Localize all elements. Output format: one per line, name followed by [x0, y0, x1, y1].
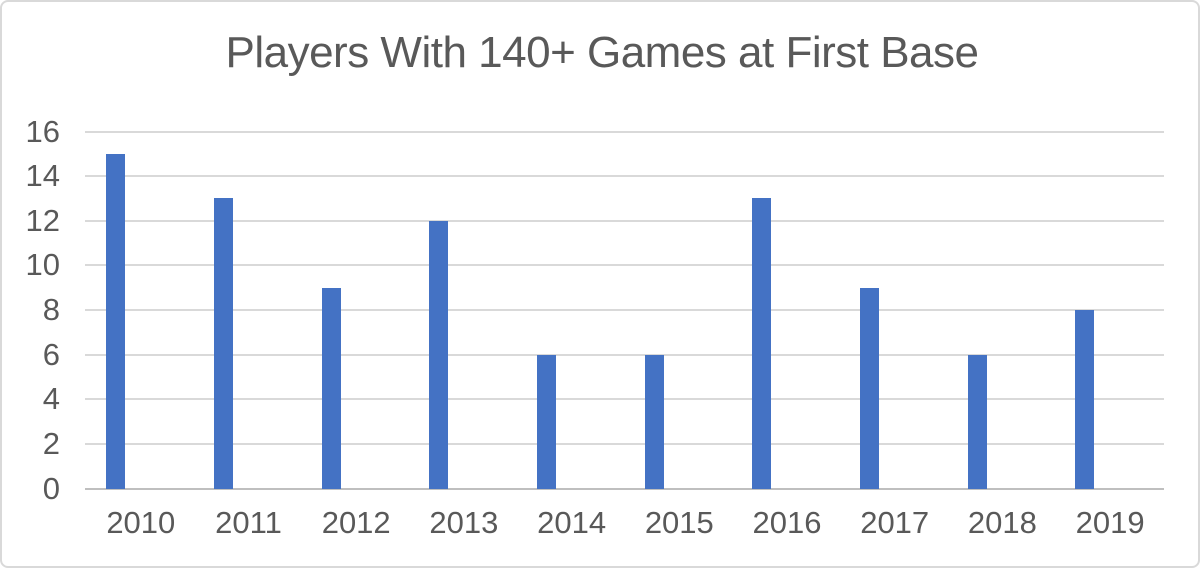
x-axis-line: [85, 487, 1164, 490]
gridline: [85, 175, 1164, 178]
y-axis-tick-label: 4: [42, 381, 60, 417]
x-axis-tick-label: 2015: [644, 505, 714, 540]
gridline: [85, 130, 1164, 133]
chart-title: Players With 140+ Games at First Base: [225, 28, 979, 77]
bar-2019: [1075, 310, 1095, 489]
x-axis-tick-label: 2019: [1075, 505, 1145, 540]
gridline: [85, 219, 1164, 222]
gridline: [85, 442, 1164, 445]
bar-2015: [644, 354, 664, 489]
y-axis-tick-label: 14: [25, 158, 60, 194]
x-axis-tick-label: 2014: [537, 505, 607, 540]
y-axis-tick-label: 6: [42, 336, 60, 372]
bar-2012: [321, 287, 341, 489]
y-axis-tick-label: 0: [42, 470, 60, 506]
y-axis-tick-label: 12: [25, 202, 60, 238]
bar-2011: [213, 198, 233, 489]
x-axis-tick-label: 2013: [429, 505, 499, 540]
x-axis-tick-label: 2012: [321, 505, 391, 540]
y-axis-tick-label: 2: [42, 425, 60, 461]
y-axis-tick-label: 8: [42, 292, 60, 327]
y-axis-tick-label: 10: [25, 247, 60, 283]
x-axis-tick-label: 2016: [752, 505, 822, 540]
y-axis-tick-label: 16: [25, 113, 60, 149]
bar-2013: [429, 220, 449, 489]
gridline: [85, 309, 1164, 311]
gridline: [85, 398, 1164, 401]
gridline: [85, 264, 1164, 267]
bar-2017: [859, 287, 879, 489]
x-axis-tick-label: 2011: [215, 505, 282, 540]
gridline: [85, 353, 1164, 356]
bar-2010: [106, 153, 126, 489]
x-axis-tick-label: 2010: [106, 505, 176, 540]
bar-2016: [752, 198, 772, 489]
bar-2018: [967, 354, 987, 489]
x-axis-tick-label: 2017: [860, 505, 930, 540]
bar-2014: [536, 354, 556, 489]
x-axis-tick-label: 2018: [967, 505, 1037, 540]
